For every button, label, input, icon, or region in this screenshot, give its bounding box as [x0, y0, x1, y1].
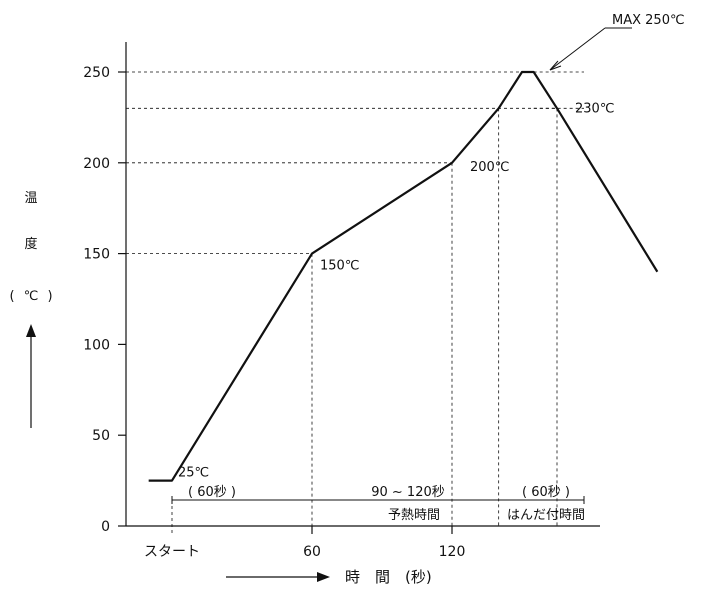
x-ticks: スタート 60 120 [144, 526, 465, 560]
max-leader [549, 27, 632, 71]
y-label-char-1: 温 [24, 191, 37, 206]
x-tick-label: 120 [439, 544, 466, 560]
x-label: 時 間 (秒) [345, 568, 432, 586]
y-label-char-2: 度 [24, 236, 37, 252]
point-label: 230℃ [575, 101, 614, 116]
point-label: 200℃ [470, 160, 509, 175]
y-tick-label: 50 [92, 428, 110, 444]
y-tick-label: 150 [83, 247, 110, 263]
y-tick-label: 100 [83, 337, 110, 353]
y-tick-label: 0 [101, 519, 110, 535]
x-tick-label: スタート [144, 544, 200, 560]
interval-label-3: ( 60秒 ) [522, 485, 570, 500]
point-label: 25℃ [178, 466, 209, 481]
y-label-char-4: ℃ [24, 289, 39, 304]
interval-sublabel-2: 予熱時間 [388, 508, 440, 523]
y-tick-label: 250 [83, 65, 110, 81]
point-label: 150℃ [320, 259, 359, 274]
series-line [148, 70, 659, 482]
point-labels: 25℃ 150℃ 200℃ 230℃ MAX 250℃ [178, 13, 685, 481]
y-label-char-5: ) [47, 289, 52, 304]
interval-dimension-line [171, 496, 585, 534]
interval-label-1: ( 60秒 ) [188, 485, 236, 500]
y-ticks: 0 50 100 150 200 250 [83, 65, 126, 535]
interval-label-2: 90 ~ 120秒 [371, 485, 445, 500]
point-label: MAX 250℃ [612, 13, 685, 28]
interval-sublabel-3: はんだ付時間 [507, 508, 585, 523]
y-tick-label: 200 [83, 156, 110, 172]
guide-lines [126, 71, 584, 526]
x-label-arrow [226, 572, 330, 582]
y-label-char-3: ( [9, 289, 14, 304]
y-label-arrow [26, 324, 36, 428]
x-tick-label: 60 [303, 544, 321, 560]
